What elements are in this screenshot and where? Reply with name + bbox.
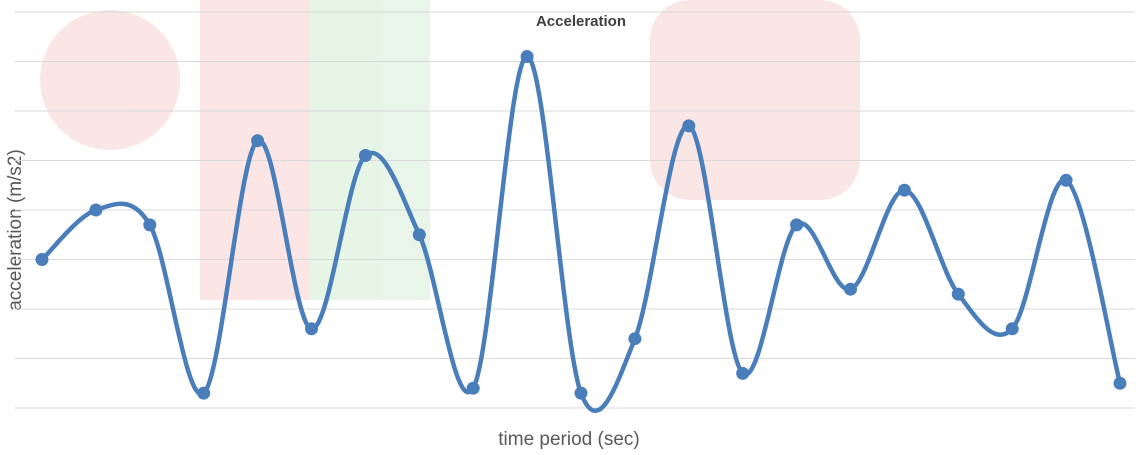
x-axis-label: time period (sec) <box>498 429 640 450</box>
data-point <box>952 288 965 301</box>
data-point <box>359 149 372 162</box>
data-point <box>790 218 803 231</box>
chart-title: Acceleration <box>536 13 626 30</box>
watermark-band <box>200 0 310 300</box>
data-point <box>413 228 426 241</box>
data-point <box>197 387 210 400</box>
y-axis-label: acceleration (m/s2) <box>5 149 26 311</box>
watermark-band <box>650 0 860 200</box>
watermark-band <box>310 0 430 300</box>
data-point <box>143 218 156 231</box>
data-point <box>1060 174 1073 187</box>
data-point <box>1006 322 1019 335</box>
data-point <box>898 184 911 197</box>
data-point <box>575 387 588 400</box>
data-point <box>251 134 264 147</box>
data-point <box>844 283 857 296</box>
data-point <box>1114 377 1127 390</box>
chart: Acceleration time period (sec) accelerat… <box>0 0 1138 455</box>
data-point <box>89 204 102 217</box>
watermark <box>40 0 860 300</box>
data-point <box>305 322 318 335</box>
data-point <box>628 332 641 345</box>
data-point <box>682 119 695 132</box>
data-point <box>521 50 534 63</box>
data-point <box>467 382 480 395</box>
data-point <box>36 253 49 266</box>
data-point <box>736 367 749 380</box>
watermark-gear <box>40 10 180 150</box>
